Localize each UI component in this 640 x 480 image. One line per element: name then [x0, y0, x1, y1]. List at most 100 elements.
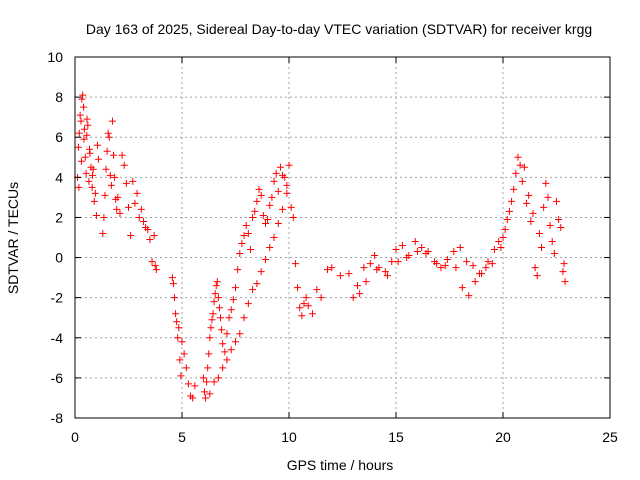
data-point [178, 338, 186, 346]
data-point [203, 378, 211, 386]
data-point [104, 129, 112, 137]
data-point [255, 185, 263, 193]
data-point [360, 264, 368, 272]
data-point [86, 145, 94, 153]
data-point [336, 272, 344, 280]
data-point [317, 294, 325, 302]
data-point [328, 264, 336, 272]
data-point [490, 246, 498, 254]
data-point [204, 364, 212, 372]
data-point [223, 330, 231, 338]
data-point [253, 280, 261, 288]
data-point [246, 246, 254, 254]
data-point [542, 179, 550, 187]
data-point [176, 356, 184, 364]
data-point [182, 364, 190, 372]
data-point [505, 207, 513, 215]
data-point [433, 260, 441, 268]
data-point [173, 318, 181, 326]
data-point [529, 209, 537, 217]
data-point [259, 211, 267, 219]
data-point [546, 221, 554, 229]
data-point [296, 304, 304, 312]
data-point [261, 256, 269, 264]
data-point [383, 272, 391, 280]
data-point [398, 242, 406, 250]
data-point [392, 246, 400, 254]
data-point [139, 217, 147, 225]
data-point [251, 207, 259, 215]
data-point [212, 282, 220, 290]
data-point [349, 294, 357, 302]
data-point [144, 225, 152, 233]
data-point [232, 338, 239, 346]
data-point [304, 302, 312, 310]
data-point [520, 163, 528, 171]
data-point [240, 231, 248, 239]
y-tick-label: 2 [55, 209, 63, 225]
data-point [366, 260, 374, 268]
plot-frame [74, 56, 611, 419]
x-axis-label: GPS time / hours [287, 457, 394, 473]
data-point [129, 177, 137, 185]
data-point [79, 91, 87, 99]
data-point [294, 284, 302, 292]
data-point [264, 215, 272, 223]
tick-marks [74, 56, 611, 419]
data-point [135, 213, 143, 221]
data-point [437, 264, 445, 272]
data-point [261, 219, 269, 227]
data-point [223, 356, 231, 364]
data-point [495, 238, 503, 246]
data-point [298, 312, 306, 320]
data-point [137, 205, 145, 213]
y-axis-label: SDTVAR / TECUs [5, 182, 21, 294]
data-point [302, 294, 310, 302]
data-point [171, 294, 179, 302]
data-point [285, 161, 293, 169]
data-point [75, 183, 83, 191]
data-point [544, 193, 552, 201]
data-point [257, 191, 265, 199]
data-point [208, 316, 216, 324]
data-point [214, 374, 222, 382]
data-point [133, 189, 141, 197]
data-point [503, 215, 511, 223]
data-point [550, 250, 558, 258]
data-point [501, 225, 509, 233]
y-tick-label: -6 [51, 370, 64, 386]
data-point [403, 254, 411, 262]
data-point [110, 151, 118, 159]
data-point [174, 334, 182, 342]
data-point [90, 197, 98, 205]
data-point [553, 197, 560, 205]
x-tick-label: 0 [71, 429, 79, 445]
data-point [253, 197, 261, 205]
data-point [150, 231, 158, 239]
data-point [465, 292, 473, 300]
data-point [371, 252, 379, 260]
data-point [274, 219, 282, 227]
data-point [242, 221, 250, 229]
data-point [78, 95, 86, 103]
data-point [463, 258, 471, 266]
data-point [540, 203, 548, 211]
data-point [85, 177, 93, 185]
data-point [514, 153, 522, 161]
data-point [91, 189, 99, 197]
y-tick-label: -8 [51, 410, 64, 426]
data-point [276, 163, 284, 171]
grid-lines [75, 57, 610, 418]
data-point [324, 266, 332, 274]
data-point [548, 238, 556, 246]
data-point [518, 177, 526, 185]
data-point [244, 300, 252, 308]
data-point [561, 278, 569, 286]
data-point [169, 280, 177, 288]
series-sdtvar [74, 91, 569, 402]
data-point [209, 310, 217, 318]
data-point [217, 314, 225, 322]
data-point [151, 262, 159, 270]
data-point [268, 193, 276, 201]
data-point [77, 117, 85, 125]
